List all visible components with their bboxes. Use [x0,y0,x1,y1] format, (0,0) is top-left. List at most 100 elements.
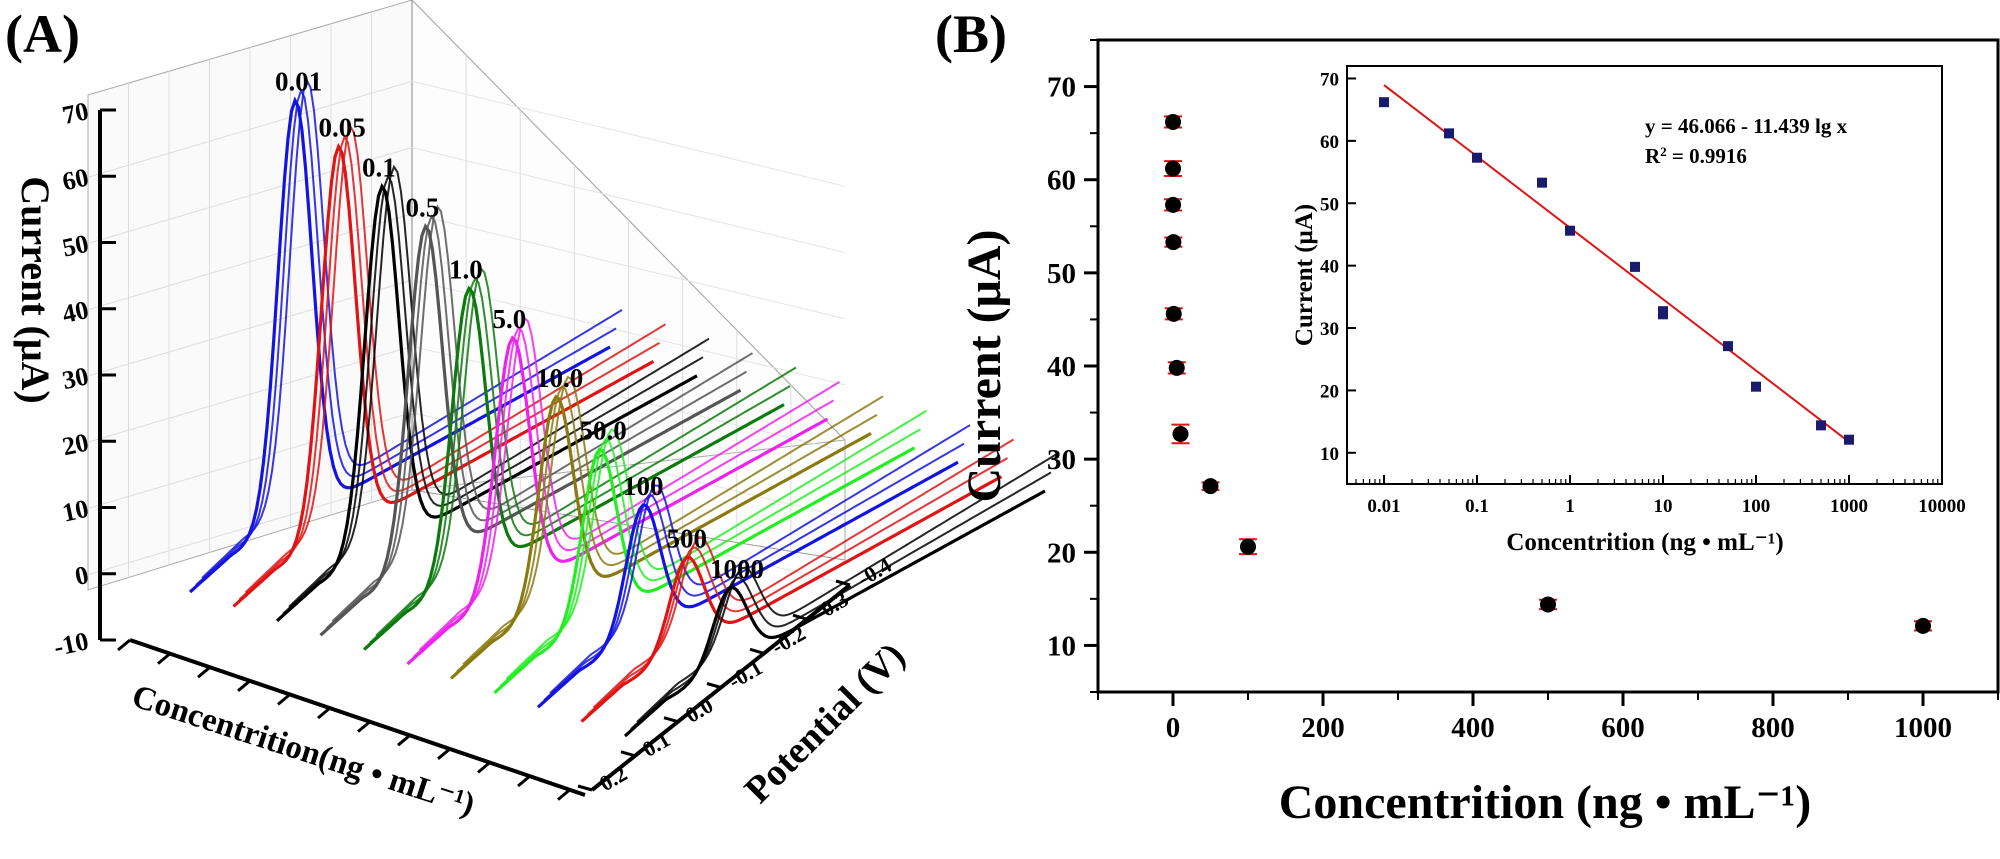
a-grid-line [87,478,413,576]
b-data-point [1165,196,1182,213]
a-peak-label: 0.05 [319,113,366,143]
a-series-line [406,335,829,666]
inset-y-axis-title: Current (μA) [1291,204,1318,346]
b-y-tick-label: 20 [1047,537,1076,569]
a-potential-axis-title: Potential (V) [737,635,914,812]
a-x-axis-line [129,638,586,797]
b-x-tick-label: 800 [1751,712,1795,744]
a-potential-tick [577,784,593,792]
a-peak-label: 5.0 [493,304,527,334]
inset-data-point [1379,97,1390,108]
inset-y-tick-label: 40 [1320,257,1339,278]
a-series-line [201,78,623,579]
a-x-tick [117,638,131,652]
inset-data-point [1630,261,1641,272]
a-y-tick-label: 60 [60,163,91,197]
a-peak-label: 0.01 [275,66,322,96]
inset-data-point [1723,341,1734,352]
b-data-point [1165,160,1182,177]
b-x-tick-label: 600 [1601,712,1645,744]
a-y-tick-label: 20 [60,428,91,462]
inset-data-point [1472,152,1483,163]
a-y-tick-label: -10 [51,626,91,662]
panel-b-label: (B) [935,4,1007,64]
a-series-line [536,460,959,709]
b-x-tick-label: 400 [1451,712,1495,744]
inset-ticks: 0.01 0.1 1 10 100 1000 10000 10 20 30 40 50 60 70 [1320,69,1966,517]
inset-y-tick-label: 70 [1320,69,1339,90]
b-data-point [1540,596,1556,613]
inset-data-point [1816,420,1827,431]
inset-data-point [1658,309,1669,320]
b-x-tick-label: 0 [1166,712,1181,744]
a-grid-line [87,345,413,443]
a-series-line [456,385,878,673]
a-y-axis-title: Current (μA) [13,176,58,403]
b-data-point [1240,538,1256,555]
a-series-line [549,424,971,694]
b-data-point [1202,478,1219,495]
inset-y-tick-label: 20 [1320,381,1339,402]
a-grid-line [411,213,846,320]
a-potential-tick-label: -0.3 [810,586,853,625]
a-series-line [543,442,965,701]
inset-y-tick-label: 30 [1320,319,1339,340]
inset-data-point [1565,225,1576,236]
inset-x-tick-label: 0.1 [1465,496,1489,517]
a-peak-label: 0.5 [406,192,440,222]
a-grid-line [411,80,846,187]
a-potential-tick-label: 0.0 [681,692,717,727]
inset-fit-line [1383,84,1850,443]
inset-x-tick-label: 0.01 [1367,496,1400,517]
a-x-tick [157,652,171,665]
inset-y-tick-label: 50 [1320,194,1339,215]
b-y-tick-label: 70 [1047,72,1076,104]
inset-points [1379,97,1855,445]
b-data-point [1172,425,1189,442]
b-y-tick-label: 40 [1047,351,1076,383]
a-series-line [232,142,655,608]
b-x-axis-title: Concentrition (ng • mL⁻¹) [1279,776,1812,829]
a-series-line [362,285,785,651]
inset-y-tick-label: 10 [1320,444,1339,465]
a-x-tick [557,788,571,801]
a-series-line [412,326,835,658]
a-series-line [418,316,841,651]
a-series-line [319,222,742,637]
a-series-line [592,438,1015,709]
inset-fit-line [1383,84,1850,443]
panel-b-inset: 0.01 0.1 1 10 100 1000 10000 10 20 30 40 50 60 70 y =… [1291,65,1966,556]
a-x-tick [477,761,491,774]
inset-r2: R2 = 0.9916 [1645,144,1747,169]
b-x-tick-label: 1000 [1894,712,1952,744]
inset-data-point [1444,128,1455,139]
a-y-tick-label: 70 [60,96,91,130]
a-peak-label: 1.0 [449,254,483,284]
panel-a: (A) -10010203040506070-0.4-0.3-0.2-0.10.… [5,0,1058,823]
a-x-tick [437,747,451,760]
a-peak-label: 1000 [710,554,764,584]
a-x-tick [517,774,531,788]
a-peak-label: 100 [623,471,664,501]
a-y-tick-label: 0 [72,560,91,591]
a-potential-tick [706,682,722,689]
panel-a-label: (A) [5,4,80,64]
a-potential-tick [663,716,679,724]
b-data-point [1165,234,1182,251]
b-x-tick-label: 200 [1301,712,1345,744]
a-grid-line [411,279,846,386]
b-data-point [1915,617,1931,634]
a-x-tick [397,734,411,747]
b-data-point [1165,305,1182,322]
a-grid-line [411,147,846,253]
inset-data-point [1537,177,1548,188]
panel-a-curves [188,78,1058,738]
b-y-axis-title: Current (μA) [958,230,1011,503]
b-y-tick-label: 60 [1047,165,1076,197]
inset-y-tick-label: 60 [1320,132,1339,153]
a-peak-label: 0.1 [362,153,396,183]
a-series-line [462,375,884,666]
inset-x-tick-label: 10 [1654,496,1673,517]
a-series-line [275,182,698,622]
